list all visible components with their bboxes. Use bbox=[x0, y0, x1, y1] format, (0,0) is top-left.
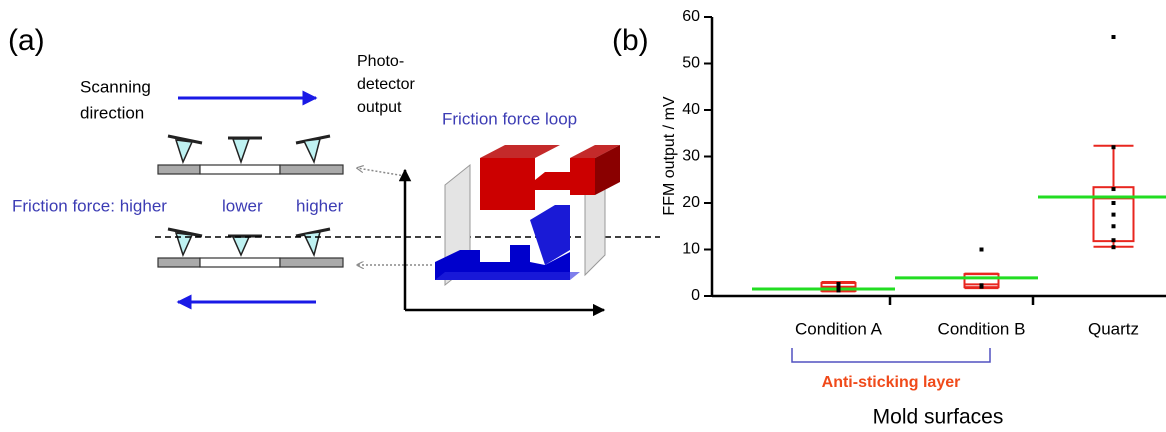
point bbox=[1111, 212, 1116, 217]
panel-label: (b) bbox=[612, 24, 649, 57]
y-tick-label: 50 bbox=[682, 55, 700, 72]
point bbox=[1111, 34, 1116, 39]
y-tick-label: 30 bbox=[682, 148, 700, 165]
detector-label: Photo- bbox=[357, 53, 404, 70]
point bbox=[1111, 201, 1116, 205]
x-tick-label: Condition B bbox=[938, 319, 1026, 338]
surface bbox=[157, 164, 344, 268]
point bbox=[979, 283, 984, 288]
point bbox=[836, 288, 841, 293]
x-tick-label: Condition A bbox=[795, 319, 883, 338]
friction-label: higher bbox=[296, 196, 344, 215]
x-tick-label: Quartz bbox=[1088, 319, 1139, 338]
scan-label: Scanning bbox=[80, 77, 151, 96]
y-axis-label: FFM output / mV bbox=[661, 96, 678, 215]
point bbox=[1111, 245, 1116, 250]
friction-label: lower bbox=[222, 196, 263, 215]
point bbox=[1111, 224, 1116, 229]
point bbox=[979, 247, 984, 252]
x-axis-label: Mold surfaces bbox=[873, 406, 1004, 429]
annotation: Anti-sticking layer bbox=[822, 374, 961, 391]
bracket bbox=[791, 348, 991, 363]
point bbox=[1111, 187, 1116, 192]
y-tick-label: 60 bbox=[682, 8, 700, 25]
loop-label: Friction force loop bbox=[442, 109, 577, 128]
y-tick-label: 10 bbox=[682, 241, 700, 258]
y-tick-label: 0 bbox=[691, 287, 700, 304]
y-tick-label: 40 bbox=[682, 101, 700, 118]
point bbox=[1111, 238, 1116, 243]
y-tick-label: 20 bbox=[682, 194, 700, 211]
scan-label: direction bbox=[80, 103, 144, 122]
friction-label: Friction force: higher bbox=[12, 196, 167, 215]
friction-loop bbox=[435, 145, 620, 287]
panel-a: (a) Scanning direction Friction force: h… bbox=[8, 24, 660, 317]
point bbox=[836, 284, 841, 289]
panel-label: (a) bbox=[8, 24, 45, 57]
dotted-arrow bbox=[357, 168, 406, 177]
point bbox=[836, 281, 841, 286]
detector-label: output bbox=[357, 99, 402, 116]
point bbox=[1111, 145, 1116, 150]
detector-label: detector bbox=[357, 76, 415, 93]
